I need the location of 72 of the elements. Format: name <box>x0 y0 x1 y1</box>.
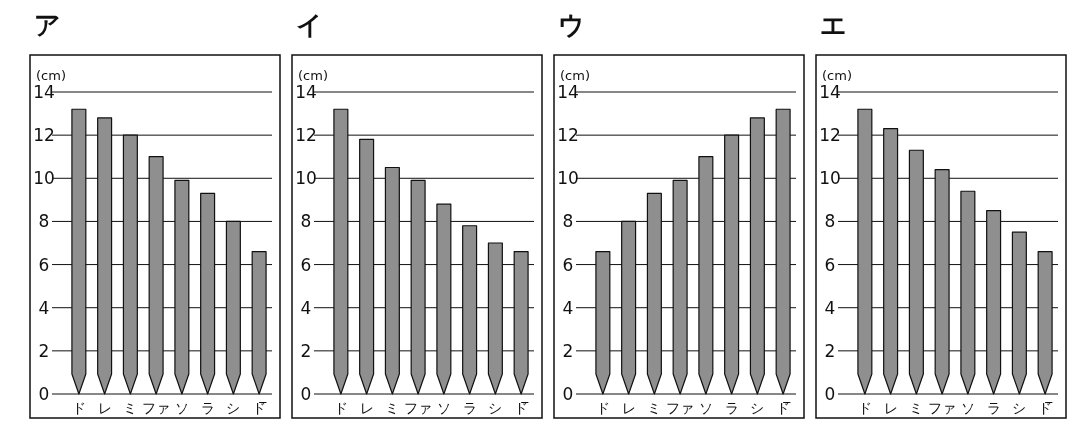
chart-title: ア <box>34 10 61 40</box>
x-tick-label: ソ <box>436 400 451 416</box>
y-tick-label: 2 <box>300 340 312 361</box>
x-tick-label: ミ <box>909 400 924 416</box>
x-tick-label: ミ <box>647 400 662 416</box>
x-tick-label: ド̅ <box>776 400 792 416</box>
y-tick-label: 10 <box>295 168 317 189</box>
x-tick-label: ド̅ <box>514 400 530 416</box>
y-tick-label: 14 <box>819 82 841 102</box>
x-tick-label: レ <box>359 400 374 416</box>
x-tick-label: ド̅ <box>252 400 268 416</box>
y-tick-label: 12 <box>295 125 317 146</box>
y-tick-label: 8 <box>824 211 836 232</box>
x-tick-label: シ <box>488 400 503 416</box>
y-tick-label: 2 <box>562 340 574 361</box>
x-tick-label: シ <box>750 400 765 416</box>
y-tick-label: 0 <box>562 384 574 404</box>
x-tick-label: ファ <box>928 400 957 416</box>
x-tick-label: ラ <box>986 400 1001 416</box>
y-tick-label: 10 <box>33 168 55 189</box>
x-tick-label: シ <box>226 400 241 416</box>
y-tick-label: 8 <box>38 211 50 232</box>
y-tick-label: 2 <box>824 340 836 361</box>
x-tick-label: レ <box>883 400 898 416</box>
y-tick-label: 14 <box>557 82 579 102</box>
y-tick-label: 12 <box>33 125 55 146</box>
y-tick-label: 4 <box>38 297 50 318</box>
y-axis-title: (cm) <box>298 68 328 83</box>
y-tick-label: 4 <box>562 297 574 318</box>
x-tick-label: ミ <box>123 400 138 416</box>
x-tick-label: ド̅ <box>1038 400 1054 416</box>
chart-title: エ <box>820 10 847 40</box>
x-tick-label: ソ <box>698 400 713 416</box>
y-tick-label: 0 <box>38 384 50 404</box>
y-tick-label: 2 <box>38 340 50 361</box>
x-tick-label: ラ <box>462 400 477 416</box>
y-tick-label: 0 <box>300 384 312 404</box>
x-tick-label: レ <box>621 400 636 416</box>
y-tick-label: 8 <box>562 211 574 232</box>
y-tick-label: 4 <box>824 297 836 318</box>
x-tick-label: ド <box>71 400 86 416</box>
x-tick-label: ド <box>333 400 348 416</box>
y-tick-label: 8 <box>300 211 312 232</box>
y-tick-label: 4 <box>300 297 312 318</box>
x-tick-label: ソ <box>174 400 189 416</box>
y-axis-title: (cm) <box>822 68 852 83</box>
x-tick-label: ミ <box>385 400 400 416</box>
y-tick-label: 12 <box>557 125 579 146</box>
y-tick-label: 14 <box>295 82 317 102</box>
x-tick-label: ド <box>857 400 872 416</box>
y-tick-label: 6 <box>824 254 836 275</box>
y-tick-label: 6 <box>300 254 312 275</box>
x-tick-label: シ <box>1012 400 1027 416</box>
y-tick-label: 6 <box>562 254 574 275</box>
x-tick-label: ラ <box>200 400 215 416</box>
x-tick-label: ファ <box>142 400 171 416</box>
y-tick-label: 0 <box>824 384 836 404</box>
y-tick-label: 6 <box>38 254 50 275</box>
x-tick-label: ド <box>595 400 610 416</box>
chart-title: ウ <box>558 10 585 40</box>
chart-title: イ <box>296 10 323 40</box>
y-tick-label: 12 <box>819 125 841 146</box>
x-tick-label: ラ <box>724 400 739 416</box>
y-tick-label: 10 <box>557 168 579 189</box>
x-tick-label: ファ <box>404 400 433 416</box>
y-axis-title: (cm) <box>560 68 590 83</box>
x-tick-label: ソ <box>960 400 975 416</box>
y-axis-title: (cm) <box>36 68 66 83</box>
x-tick-label: レ <box>97 400 112 416</box>
y-tick-label: 10 <box>819 168 841 189</box>
y-tick-label: 14 <box>33 82 55 102</box>
x-tick-label: ファ <box>666 400 695 416</box>
